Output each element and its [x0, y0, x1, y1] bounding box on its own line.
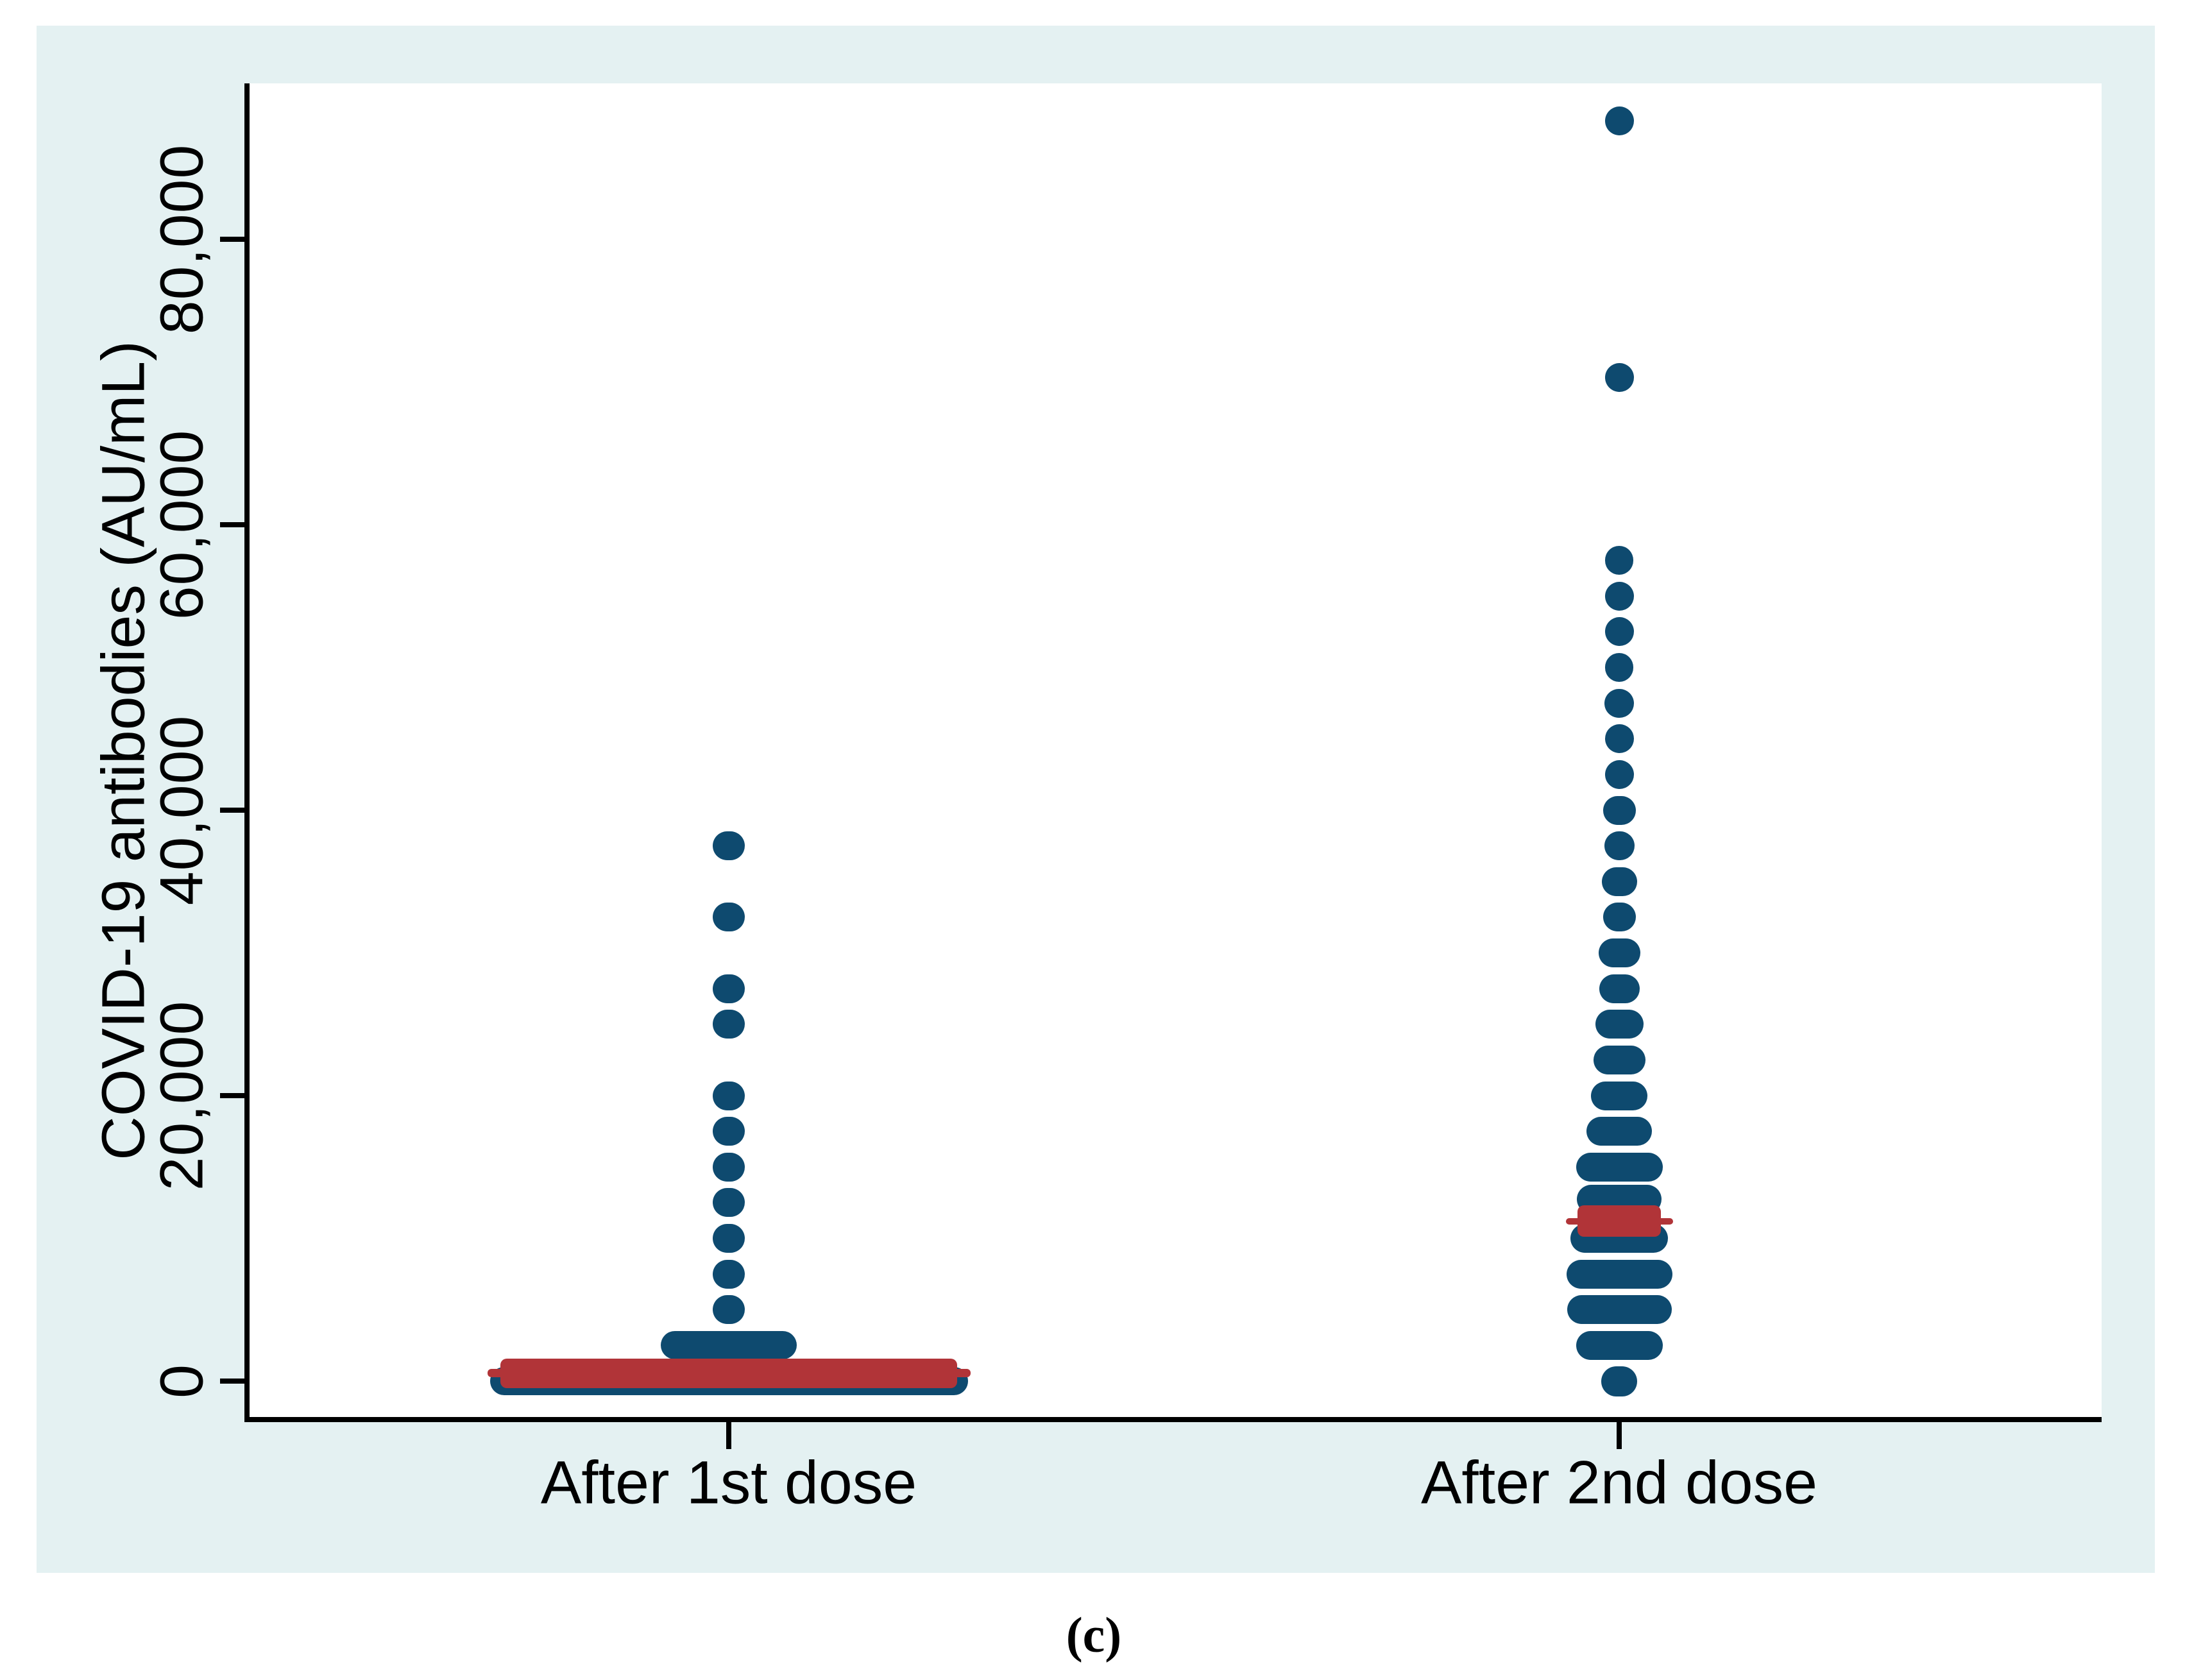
y-axis-title: COVID-19 antibodies (AU/mL) — [89, 340, 158, 1160]
figure-caption: (c) — [1066, 1607, 1122, 1663]
dot-mark — [1604, 831, 1635, 861]
dot-mark — [1576, 1152, 1663, 1182]
dot-mark — [1601, 1366, 1637, 1396]
y-tick — [220, 1093, 244, 1098]
dot-mark — [1604, 759, 1634, 789]
dot-mark — [1567, 1295, 1672, 1325]
dot-mark — [1598, 938, 1640, 967]
dot-mark — [1593, 1045, 1645, 1074]
dot-mark — [1604, 724, 1634, 754]
dot-mark — [1603, 795, 1636, 825]
dot-mark — [1599, 974, 1640, 1003]
dot-mark — [1586, 1117, 1652, 1146]
plot-area — [250, 83, 2102, 1417]
median-box — [1577, 1205, 1661, 1237]
dot-mark — [1604, 106, 1634, 135]
x-tick — [726, 1422, 731, 1449]
dot-mark — [1603, 903, 1636, 932]
y-axis-line — [244, 83, 250, 1422]
y-tick-label: 80,000 — [148, 144, 216, 335]
dot-mark — [1604, 363, 1634, 393]
dot-mark — [661, 1331, 797, 1360]
x-category-label: After 2nd dose — [1421, 1448, 1817, 1517]
dot-mark — [713, 1224, 745, 1253]
y-tick — [220, 808, 244, 813]
x-category-label: After 1st dose — [540, 1448, 917, 1517]
dot-mark — [1605, 546, 1633, 575]
dot-mark — [1604, 581, 1634, 611]
y-tick-label: 0 — [148, 1364, 216, 1398]
dot-mark — [713, 1117, 745, 1146]
dot-mark — [1576, 1330, 1663, 1360]
dot-mark — [1566, 1259, 1672, 1289]
dot-mark — [713, 974, 745, 1003]
dot-mark — [1604, 617, 1634, 647]
dot-mark — [713, 1010, 745, 1039]
y-tick — [220, 1379, 244, 1384]
dot-mark — [1601, 867, 1637, 896]
dot-mark — [713, 1081, 745, 1110]
median-box — [500, 1358, 957, 1388]
y-tick — [220, 237, 244, 242]
dot-mark — [713, 1259, 745, 1289]
dot-mark — [713, 831, 745, 861]
dot-mark — [1604, 688, 1634, 718]
dot-mark — [1595, 1010, 1644, 1039]
dot-mark — [713, 1152, 745, 1182]
x-axis-line — [244, 1417, 2102, 1422]
x-tick — [1617, 1422, 1622, 1449]
dot-mark — [1591, 1081, 1647, 1110]
dot-mark — [713, 1188, 745, 1218]
dot-mark — [713, 903, 745, 932]
y-tick — [220, 522, 244, 527]
dot-mark — [713, 1295, 745, 1325]
dot-mark — [1605, 653, 1633, 682]
